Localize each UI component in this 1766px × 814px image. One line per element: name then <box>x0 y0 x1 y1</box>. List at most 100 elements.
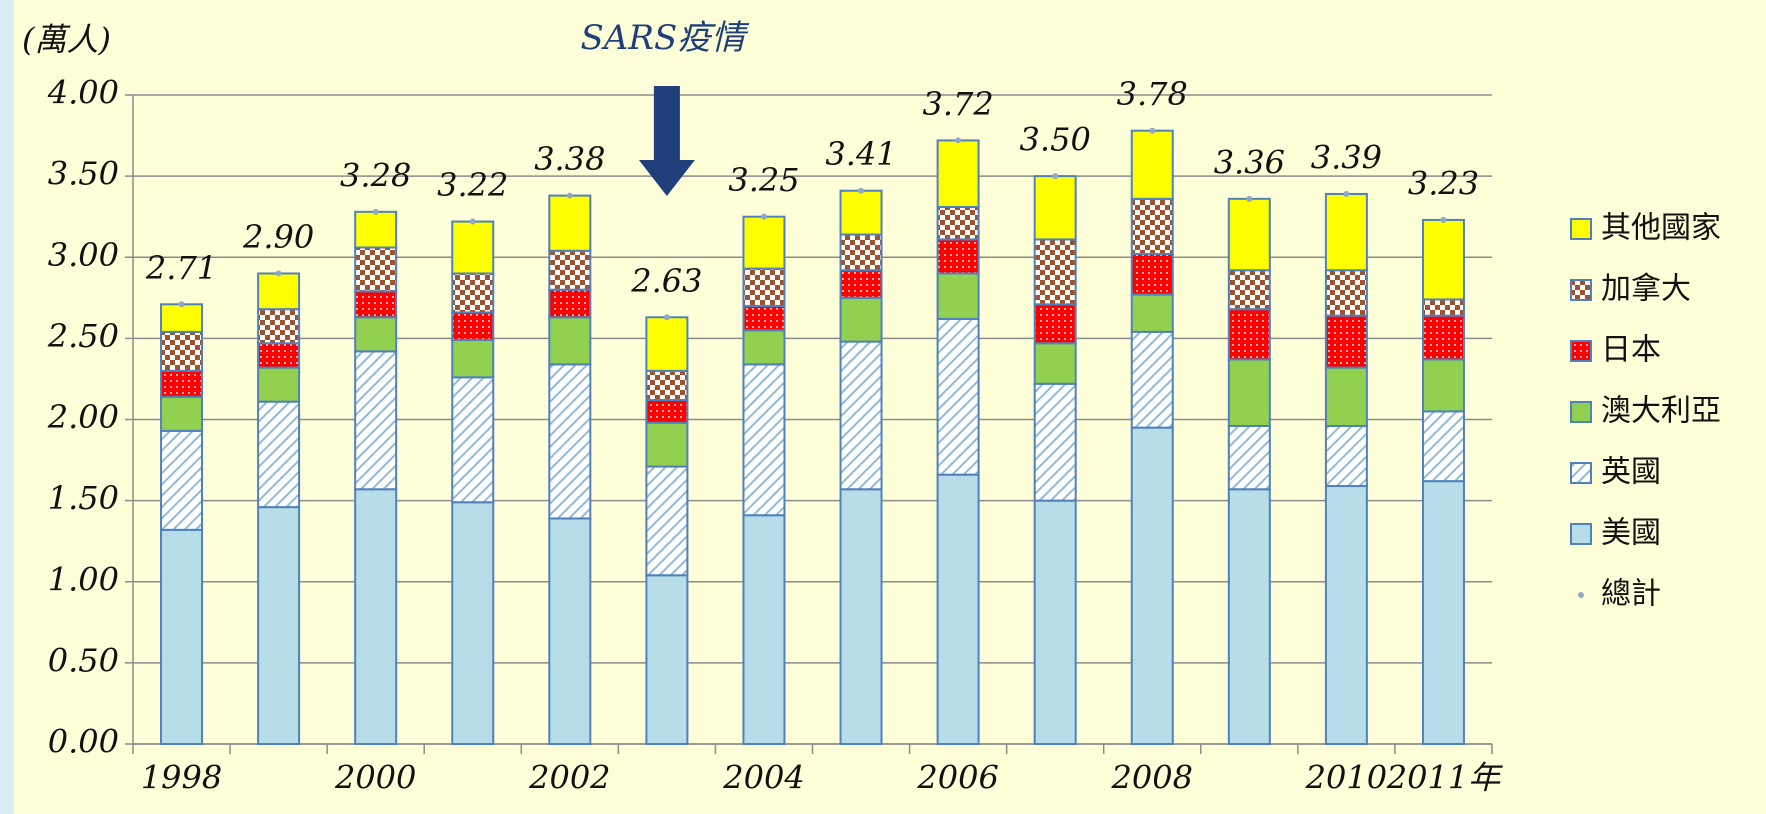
legend-label: 總計 <box>1601 577 1661 612</box>
bar-segment <box>1227 197 1271 272</box>
bar-segment <box>1033 499 1077 745</box>
total-label: 3.25 <box>728 161 799 199</box>
y-tick-label: 3.50 <box>48 155 119 193</box>
total-marker <box>760 213 767 220</box>
y-tick-label: 1.00 <box>48 560 119 598</box>
legend-label: 英國 <box>1601 455 1661 490</box>
bar-segment <box>257 272 301 311</box>
bar-segment <box>1421 410 1465 483</box>
bar-segment <box>1421 358 1465 413</box>
bar-segment <box>1227 269 1271 311</box>
x-tick-label: 2008 <box>1111 759 1193 797</box>
bar-segment <box>257 506 301 745</box>
bar-segment <box>742 304 786 332</box>
bar-segment <box>354 246 398 293</box>
y-tick-label: 0.50 <box>48 641 119 679</box>
bar-segment <box>1033 342 1077 385</box>
bar-segment <box>1227 358 1271 427</box>
bar-segment <box>1033 303 1077 345</box>
bar-segment <box>160 429 204 531</box>
bar-segment <box>1324 366 1368 427</box>
legend-label: 加拿大 <box>1601 272 1691 307</box>
bar-segment <box>936 139 980 208</box>
bar-segment <box>936 272 980 320</box>
bar-segment <box>451 376 495 504</box>
bar-segment <box>1227 488 1271 745</box>
bar-segment <box>742 267 786 307</box>
bar-segment <box>160 369 204 398</box>
bar-segment <box>1130 426 1174 745</box>
total-marker <box>858 187 865 194</box>
bar-segment <box>742 215 786 270</box>
bar-segment <box>1227 308 1271 361</box>
bar-segment <box>1130 253 1174 296</box>
bar-segment <box>548 249 592 291</box>
bar-segment <box>1130 197 1174 256</box>
total-marker <box>469 218 476 225</box>
bar-segment <box>257 308 301 345</box>
bar-segment <box>839 296 883 343</box>
bar-segment <box>1130 330 1174 429</box>
legend-swatch <box>1570 401 1592 423</box>
bar-segment <box>160 303 204 333</box>
total-marker <box>1246 195 1253 202</box>
legend-label: 澳大利亞 <box>1601 394 1721 429</box>
legend-swatch <box>1578 592 1584 598</box>
bar-segment <box>548 194 592 252</box>
bar-segment <box>1421 314 1465 361</box>
bar-segment <box>1324 314 1368 369</box>
legend-label: 其他國家 <box>1601 211 1721 246</box>
total-label: 3.36 <box>1214 143 1285 181</box>
bar-segment <box>1033 238 1077 306</box>
bar-segment <box>1130 293 1174 333</box>
x-tick-label: 2010 <box>1305 759 1387 797</box>
y-axis-label: (萬人) <box>22 21 111 59</box>
total-label: 3.22 <box>437 166 508 204</box>
legend-label: 美國 <box>1601 516 1661 551</box>
total-label: 3.23 <box>1408 164 1479 202</box>
total-label: 3.28 <box>340 156 411 194</box>
x-tick-label: 2002 <box>528 759 610 797</box>
bar-segment <box>1421 298 1465 317</box>
bar-segment <box>257 400 301 509</box>
total-label: 3.39 <box>1311 138 1382 176</box>
total-label: 3.50 <box>1020 121 1091 159</box>
bar-segment <box>354 316 398 353</box>
x-tick-label: 2000 <box>334 759 416 797</box>
bar-segment <box>451 220 495 275</box>
bar-segment <box>839 233 883 272</box>
bar-segment <box>1324 192 1368 272</box>
bar-segment <box>645 369 689 402</box>
bar-segment <box>257 342 301 369</box>
bar-segment <box>1033 382 1077 502</box>
total-marker <box>1149 127 1156 134</box>
total-marker <box>1440 216 1447 223</box>
total-label: 2.71 <box>145 249 217 287</box>
bar-segment <box>645 574 689 746</box>
total-marker <box>372 208 379 215</box>
bar-segment <box>936 317 980 476</box>
bar-segment <box>354 350 398 491</box>
total-marker <box>663 314 670 321</box>
bar-segment <box>1227 424 1271 491</box>
y-tick-label: 0.00 <box>48 723 119 761</box>
bar-segment <box>451 501 495 745</box>
total-label: 3.41 <box>825 135 896 173</box>
x-tick-label: 2004 <box>722 759 804 797</box>
bar-segment <box>839 269 883 299</box>
bar-segment <box>1033 175 1077 241</box>
left-edge <box>0 0 14 814</box>
total-label: 3.78 <box>1117 75 1188 113</box>
legend-swatch <box>1570 218 1592 240</box>
annotation: SARS疫情 <box>581 18 751 58</box>
bar-segment <box>548 517 592 745</box>
total-label: 2.90 <box>242 218 314 256</box>
bar-segment <box>451 338 495 379</box>
total-marker <box>566 192 573 199</box>
y-tick-label: 2.00 <box>47 398 119 436</box>
x-tick-label: 2011年 <box>1386 759 1503 797</box>
bar-segment <box>257 366 301 403</box>
bar-segment <box>645 316 689 372</box>
